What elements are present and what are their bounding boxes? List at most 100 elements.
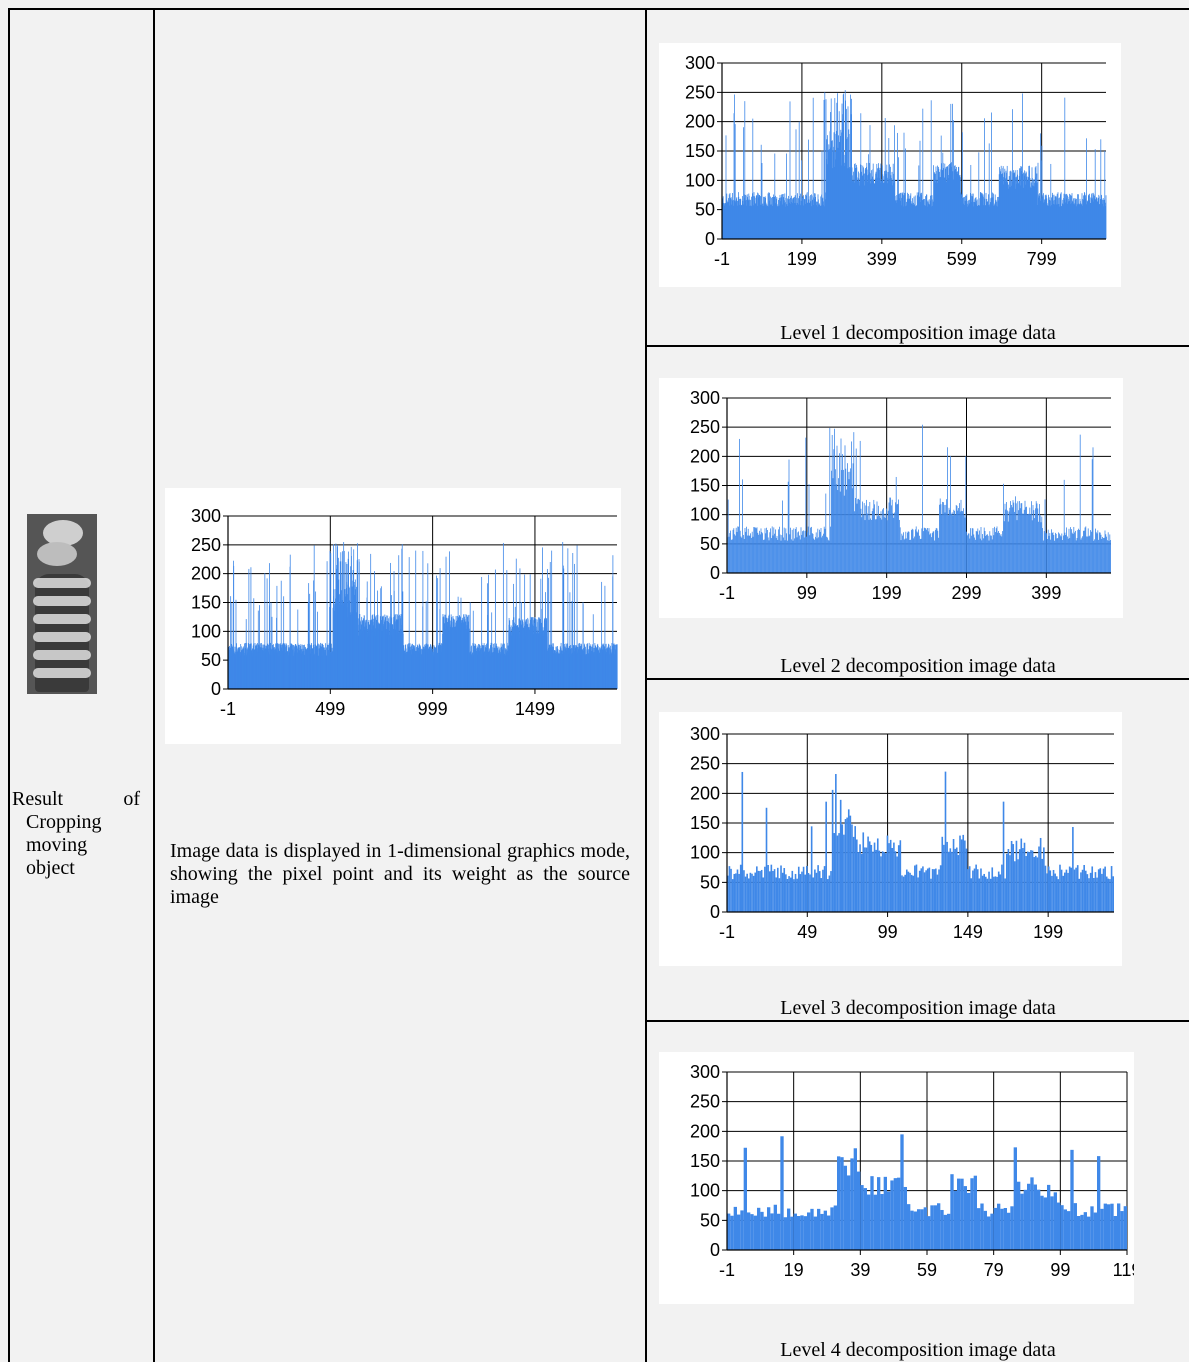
bar: [815, 872, 818, 912]
bar: [807, 202, 808, 239]
bar: [1102, 536, 1103, 573]
bar: [1064, 202, 1066, 239]
bar: [780, 865, 782, 912]
bar: [879, 178, 880, 239]
bar: [978, 198, 980, 239]
bar: [571, 601, 573, 689]
bar: [807, 532, 808, 573]
bar: [1090, 530, 1091, 573]
bar: [759, 195, 760, 239]
bar: [1087, 528, 1089, 573]
bar: [757, 1207, 761, 1250]
bar: [1117, 1203, 1121, 1250]
bar: [995, 528, 997, 573]
bar: [872, 851, 874, 912]
x-tick-label: 1499: [515, 699, 555, 719]
bar: [778, 198, 780, 239]
bar: [863, 167, 864, 239]
bar: [992, 528, 994, 573]
bar: [960, 1178, 964, 1250]
bar: [1061, 206, 1062, 239]
bar: [732, 193, 733, 239]
bar: [1028, 852, 1031, 912]
bar: [755, 528, 757, 573]
bar: [839, 491, 841, 573]
bar: [1041, 516, 1043, 573]
bar: [844, 819, 847, 912]
bar: [1057, 1202, 1061, 1250]
bar: [913, 538, 915, 573]
bar: [841, 824, 844, 912]
bar: [1051, 875, 1053, 912]
row-divider-2: [645, 678, 1189, 680]
bar: [895, 502, 896, 573]
bar: [754, 201, 755, 239]
bar: [803, 530, 804, 573]
bar: [567, 548, 569, 689]
bar: [730, 1215, 734, 1250]
bar: [1031, 520, 1033, 573]
left-label-line-4: object: [26, 857, 75, 879]
bar: [1031, 188, 1032, 239]
table-border-left: [8, 8, 10, 1362]
bar: [824, 528, 826, 573]
x-tick-label: 99: [797, 583, 817, 603]
bar: [883, 508, 884, 573]
bar: [888, 178, 890, 239]
bar: [934, 173, 936, 239]
bar: [767, 537, 769, 573]
bar: [807, 1212, 811, 1250]
bar: [993, 535, 995, 573]
bar: [864, 169, 866, 239]
middle-description: Image data is displayed in 1-dimensional…: [170, 840, 630, 908]
bar: [883, 852, 886, 912]
x-tick-label: 799: [1027, 249, 1057, 269]
bar: [815, 532, 817, 573]
y-tick-label: 0: [705, 229, 715, 249]
bar: [873, 179, 874, 239]
bar: [481, 576, 483, 689]
bar: [1020, 503, 1022, 573]
bar: [1077, 1216, 1081, 1250]
bar: [815, 196, 816, 239]
bar: [948, 168, 950, 239]
bar: [853, 1148, 857, 1250]
bar: [903, 132, 905, 239]
bar: [899, 193, 900, 239]
bar: [1006, 165, 1008, 239]
bar: [978, 878, 981, 912]
bar: [953, 1190, 957, 1250]
bar: [851, 98, 852, 239]
bar: [795, 529, 796, 573]
bar: [969, 538, 971, 573]
bar: [916, 531, 918, 573]
bar: [758, 534, 759, 573]
bar: [1066, 527, 1067, 573]
level-4-chart-svg: 0 50 100 150 200 250 300 -1 19 39 59 79 99 119: [690, 1062, 1134, 1280]
bar: [789, 534, 791, 573]
bar: [390, 562, 391, 689]
bar: [753, 527, 755, 573]
bar: [1035, 501, 1037, 573]
bar: [859, 185, 860, 239]
bar: [913, 1211, 917, 1250]
bar: [933, 165, 934, 239]
bar: [860, 165, 862, 239]
bar: [785, 206, 786, 239]
bar: [867, 836, 869, 912]
bar: [908, 198, 910, 239]
bar: [1003, 184, 1004, 239]
bar: [810, 826, 813, 912]
bar: [783, 1217, 787, 1250]
bar: [233, 565, 235, 689]
bar: [761, 532, 763, 573]
bar: [877, 516, 879, 573]
bar: [1097, 869, 1100, 912]
bar: [869, 172, 870, 239]
bar: [1047, 1184, 1051, 1250]
bar: [823, 205, 824, 239]
bar: [965, 848, 968, 912]
bar: [1073, 198, 1074, 239]
bar: [1097, 201, 1098, 239]
bar: [736, 531, 738, 573]
